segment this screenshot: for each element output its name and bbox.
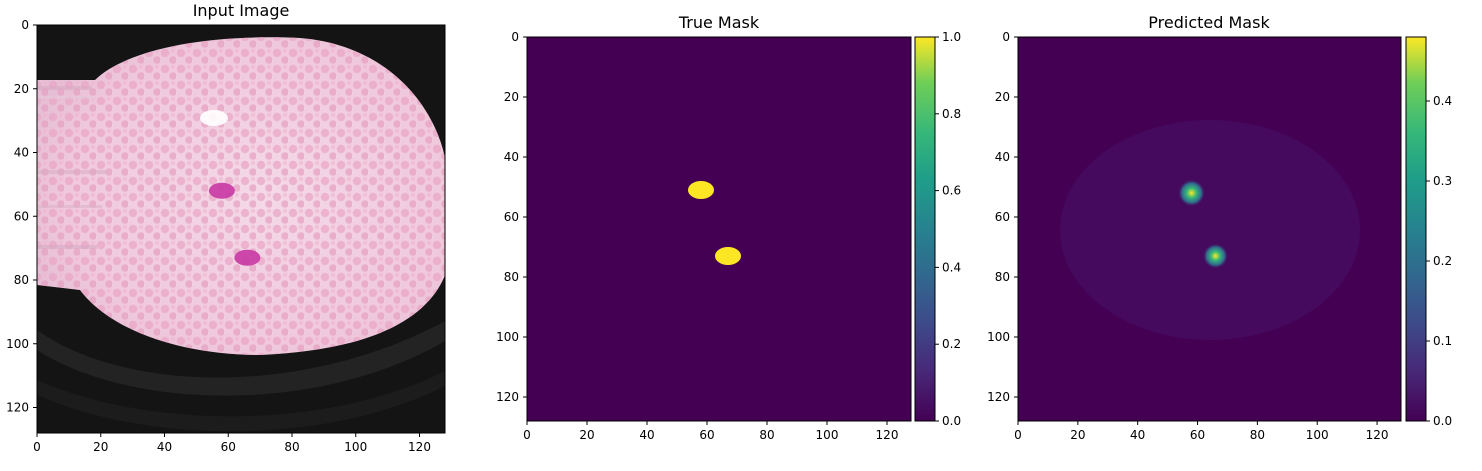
y-tick-label: 0 — [21, 18, 29, 32]
true-mask-blobs — [688, 181, 741, 265]
x-tick-label: 0 — [1014, 428, 1022, 442]
title-input-image: Input Image — [193, 1, 290, 20]
y-tick-label: 40 — [995, 150, 1010, 164]
true-mask-blob — [715, 247, 741, 265]
colorbar-tick-label: 0.6 — [942, 184, 961, 198]
colorbar-tick-label: 0.8 — [942, 107, 961, 121]
colorbar-true-mask — [914, 36, 936, 422]
y-tick-label: 80 — [995, 270, 1010, 284]
x-tick-label: 100 — [1306, 428, 1329, 442]
x-tick-label: 40 — [1130, 428, 1145, 442]
title-true-mask: True Mask — [678, 13, 760, 32]
pred-y-ticks: 0 20 40 60 80 100 120 — [987, 30, 1018, 404]
x-tick-label: 100 — [816, 428, 839, 442]
x-tick-label: 20 — [1070, 428, 1085, 442]
panel-input-image: Input Image 0 20 40 60 80 100 120 0 20 40 60 80 100… — [6, 1, 446, 454]
colorbar-tick-label: 0.0 — [942, 414, 961, 428]
y-tick-label: 120 — [496, 390, 519, 404]
colorbar-tick-label: 0.4 — [1433, 94, 1452, 108]
y-tick-label: 60 — [14, 209, 29, 223]
true-x-ticks: 0 20 40 60 80 100 120 — [523, 421, 898, 442]
y-tick-label: 0 — [511, 30, 519, 44]
x-tick-label: 100 — [344, 440, 367, 454]
pred-x-ticks: 0 20 40 60 80 100 120 — [1014, 421, 1389, 442]
input-image-plot — [37, 25, 445, 433]
predicted-mask-blob — [1202, 243, 1229, 269]
y-tick-label: 80 — [14, 273, 29, 287]
y-tick-label: 100 — [987, 330, 1010, 344]
y-tick-label: 60 — [995, 210, 1010, 224]
true-mask-background — [527, 37, 911, 421]
panel-true-mask: True Mask 0 20 40 60 80 100 120 0 20 40 60 80 100 12… — [496, 13, 961, 442]
stained-cell-mark — [234, 249, 261, 266]
x-tick-label: 80 — [759, 428, 774, 442]
input-x-ticks: 0 20 40 60 80 100 120 — [33, 433, 431, 454]
predicted-mask-blob — [1177, 179, 1206, 207]
input-y-ticks: 0 20 40 60 80 100 120 — [6, 18, 37, 415]
panel-predicted-mask: Predicted Mask 0 20 40 60 80 100 120 0 20 40 60 80… — [987, 13, 1452, 442]
y-tick-label: 20 — [14, 82, 29, 96]
y-tick-label: 20 — [504, 90, 519, 104]
y-tick-label: 40 — [14, 146, 29, 160]
colorbar-tick-label: 0.1 — [1433, 334, 1452, 348]
x-tick-label: 0 — [33, 440, 41, 454]
x-tick-label: 80 — [284, 440, 299, 454]
x-tick-label: 80 — [1250, 428, 1265, 442]
x-tick-label: 40 — [157, 440, 172, 454]
pred-colorbar-ticks: 0.0 0.1 0.2 0.3 0.4 — [1426, 94, 1452, 428]
y-tick-label: 100 — [496, 330, 519, 344]
title-predicted-mask: Predicted Mask — [1148, 13, 1270, 32]
y-tick-label: 0 — [1002, 30, 1010, 44]
colorbar-tick-label: 0.2 — [942, 337, 961, 351]
colorbar-tick-label: 0.3 — [1433, 174, 1452, 188]
x-tick-label: 0 — [523, 428, 531, 442]
y-tick-label: 100 — [6, 337, 29, 351]
y-tick-label: 120 — [6, 401, 29, 415]
true-mask-blob — [688, 181, 714, 199]
x-tick-label: 120 — [1366, 428, 1389, 442]
y-tick-label: 40 — [504, 150, 519, 164]
y-tick-label: 60 — [504, 210, 519, 224]
x-tick-label: 40 — [639, 428, 654, 442]
x-tick-label: 120 — [876, 428, 899, 442]
pred-mask-blobs — [1177, 179, 1229, 269]
stained-cell-mark — [208, 182, 235, 199]
x-tick-label: 60 — [699, 428, 714, 442]
y-tick-label: 20 — [995, 90, 1010, 104]
y-tick-label: 80 — [504, 270, 519, 284]
input-blob-marks — [208, 182, 261, 266]
x-tick-label: 20 — [93, 440, 108, 454]
colorbar-tick-label: 0.4 — [942, 260, 961, 274]
x-tick-label: 120 — [408, 440, 431, 454]
colorbar-tick-label: 1.0 — [942, 30, 961, 44]
predicted-mask-background — [1018, 37, 1401, 421]
colorbar-predicted-mask — [1405, 36, 1427, 422]
colorbar-tick-label: 0.2 — [1433, 254, 1452, 268]
true-colorbar-ticks: 0.0 0.2 0.4 0.6 0.8 1.0 — [935, 30, 961, 428]
y-tick-label: 120 — [987, 390, 1010, 404]
colorbar-tick-label: 0.0 — [1433, 414, 1452, 428]
x-tick-label: 60 — [221, 440, 236, 454]
x-tick-label: 60 — [1190, 428, 1205, 442]
x-tick-label: 20 — [579, 428, 594, 442]
true-y-ticks: 0 20 40 60 80 100 120 — [496, 30, 527, 404]
